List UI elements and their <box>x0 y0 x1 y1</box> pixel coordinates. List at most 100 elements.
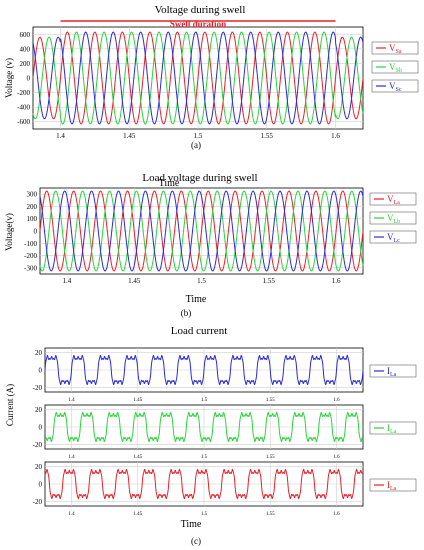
panel-c-ila-ytick-label: 0 <box>39 367 43 375</box>
panel-b-legend-label: VLa <box>387 194 400 206</box>
panel-c-subplot-ilc: 1.4 1.45 1.5 1.55 1.6 20 0 -20 ILa <box>33 461 417 517</box>
panel-a-legend-label: VSa <box>389 43 402 55</box>
panel-c-ilc-ytick-label: 20 <box>35 463 43 471</box>
panel-c-ilb-legend-main: I <box>387 423 390 433</box>
panel-a-xtick-label: 1.45 <box>123 132 136 140</box>
panel-c-ilb-ytick-label: 20 <box>35 406 43 414</box>
panel-c-series-ilb <box>44 411 364 443</box>
panel-b: 1.4 1.45 1.5 1.55 1.6 300 200 100 0 -100 -200 -300 V… <box>4 187 417 285</box>
panel-c-ilc-xtick-label: 1.6 <box>333 512 340 517</box>
panel-c-ila-xtick-label: 1.6 <box>333 398 340 403</box>
panel-c-xlabel: Time <box>181 519 202 530</box>
panel-b-legend-main: V <box>387 213 394 223</box>
panel-b-ytick-label: 0 <box>34 228 38 236</box>
panel-c-subplot-ila: 1.4 1.45 1.5 1.55 1.6 20 0 -20 ILa <box>33 347 417 403</box>
panel-a-xtick-label: 1.6 <box>331 132 340 140</box>
panel-a-legend-label: VSc <box>389 81 402 93</box>
panel-b-legend-box <box>369 211 417 225</box>
panel-c-ila-legend-box <box>369 364 417 378</box>
panel-c-ilb-ytick-label: 0 <box>39 424 43 432</box>
panel-a-series-vsa <box>32 31 364 125</box>
panel-a-series-vsb <box>32 31 364 125</box>
panel-b-xlabel: Time <box>186 294 207 305</box>
panel-a-xtick-label: 1.5 <box>194 132 203 140</box>
panel-a-ytick-label: 200 <box>20 60 31 68</box>
panel-b-ylabel: Voltage(v) <box>4 213 14 251</box>
panel-c-ila-xtick-label: 1.4 <box>68 398 75 403</box>
swell-duration-label: Swell duration <box>170 19 226 29</box>
panel-c-ilc-ytick-label: -20 <box>33 498 43 506</box>
panel-b-series-vlb <box>39 190 364 272</box>
panel-c-caption: (c) <box>191 536 201 546</box>
panel-c-ilc-xtick-label: 1.5 <box>201 512 208 517</box>
panel-c-ila-ytick-label: -20 <box>33 384 43 392</box>
panel-c-ila-xtick-label: 1.55 <box>266 398 275 403</box>
panel-a-title: Voltage during swell <box>155 4 246 16</box>
panel-c-ilb-ytick-label: -20 <box>33 441 43 449</box>
panel-b-legend-box <box>369 230 417 244</box>
panel-b-xtick-label: 1.55 <box>263 277 276 285</box>
panel-b-caption: (b) <box>181 308 192 318</box>
panel-a-ytick-label: -200 <box>17 89 30 97</box>
panel-a-legend-sub: Sc <box>396 87 402 93</box>
panel-a-legend-main: V <box>389 62 396 72</box>
panel-b-legend-sub: Lc <box>394 238 401 244</box>
panel-c-ilc-legend-label: ILa <box>387 480 397 492</box>
panel-c-ilb-legend-sub: La <box>390 429 397 435</box>
panel-c-series-ila <box>44 354 364 386</box>
panel-b-legend-label: VLc <box>387 232 400 244</box>
panel-a-xtick-label: 1.4 <box>56 132 65 140</box>
panel-c-ilc-ytick-label: 0 <box>39 481 43 489</box>
panel-a-ytick-label: -400 <box>17 104 30 112</box>
panel-c-ilb-legend-label: ILa <box>387 423 397 435</box>
panel-b-legend-sub: Lb <box>394 219 401 225</box>
panel-b-series-vla <box>39 190 364 272</box>
panel-c-ilb-xtick-label: 1.45 <box>133 455 142 460</box>
panel-a-legend-box <box>371 79 419 93</box>
panel-b-xtick-label: 1.6 <box>332 277 341 285</box>
panel-b-xtick-label: 1.4 <box>63 277 72 285</box>
panel-c-series-ilc <box>44 468 364 500</box>
panel-b-legend-main: V <box>387 194 394 204</box>
panel-a-xlabel: Time <box>159 178 180 189</box>
panel-c-ilb-xtick-label: 1.5 <box>201 455 208 460</box>
panel-c-ilc-legend-main: I <box>387 480 390 490</box>
panel-a-ytick-label: 400 <box>20 45 31 53</box>
panel-b-xtick-label: 1.45 <box>128 277 141 285</box>
panel-c-ilc-xtick-label: 1.45 <box>133 512 142 517</box>
panel-b-legend-sub: La <box>394 200 401 206</box>
panel-b-ytick-label: -100 <box>24 240 37 248</box>
panel-a-ytick-label: 0 <box>27 75 31 83</box>
panel-c-ila-legend-main: I <box>387 366 390 376</box>
panel-a-xtick-label: 1.55 <box>261 132 274 140</box>
panel-b-legend-main: V <box>387 232 394 242</box>
panel-b-ytick-label: 300 <box>27 191 38 199</box>
panel-a-legend-label: VSb <box>389 62 402 74</box>
panel-b-ytick-label: -300 <box>24 264 37 272</box>
panel-a-legend-sub: Sb <box>396 68 402 74</box>
panel-b-legend-box <box>369 192 417 206</box>
panel-c-subplot-ilb: 1.4 1.45 1.5 1.55 1.6 20 0 -20 ILa <box>33 404 417 460</box>
panel-b-title: Load voltage during swell <box>142 172 257 184</box>
panel-c-ilc-legend-box <box>369 478 417 492</box>
panel-a-ytick-label: -600 <box>17 118 30 126</box>
panel-c-ila-ytick-label: 20 <box>35 349 43 357</box>
panel-c-title: Load current <box>171 325 228 337</box>
panel-a-legend-main: V <box>389 43 396 53</box>
panel-c-ila-legend-sub: La <box>390 372 397 378</box>
panel-b-ytick-label: 100 <box>27 215 38 223</box>
panel-c-ilc-xtick-label: 1.55 <box>266 512 275 517</box>
panel-a-ylabel: Voltage (v) <box>4 58 14 98</box>
panel-b-xtick-label: 1.5 <box>197 277 206 285</box>
panel-b-legend-label: VLb <box>387 213 400 225</box>
panel-a-legend-sub: Sa <box>396 49 402 55</box>
panel-c-ila-legend-label: ILa <box>387 366 397 378</box>
panel-a-legend-box <box>371 41 419 55</box>
panel-a-legend-box <box>371 60 419 74</box>
panel-a: 1.4 1.45 1.5 1.55 1.6 600 400 200 0 -200 -400 -600 S… <box>4 19 419 140</box>
panel-a-ytick-label: 600 <box>20 31 31 39</box>
panel-c-ilc-xtick-label: 1.4 <box>68 512 75 517</box>
panel-c-ilb-xtick-label: 1.55 <box>266 455 275 460</box>
panel-c-ilb-xtick-label: 1.6 <box>333 455 340 460</box>
